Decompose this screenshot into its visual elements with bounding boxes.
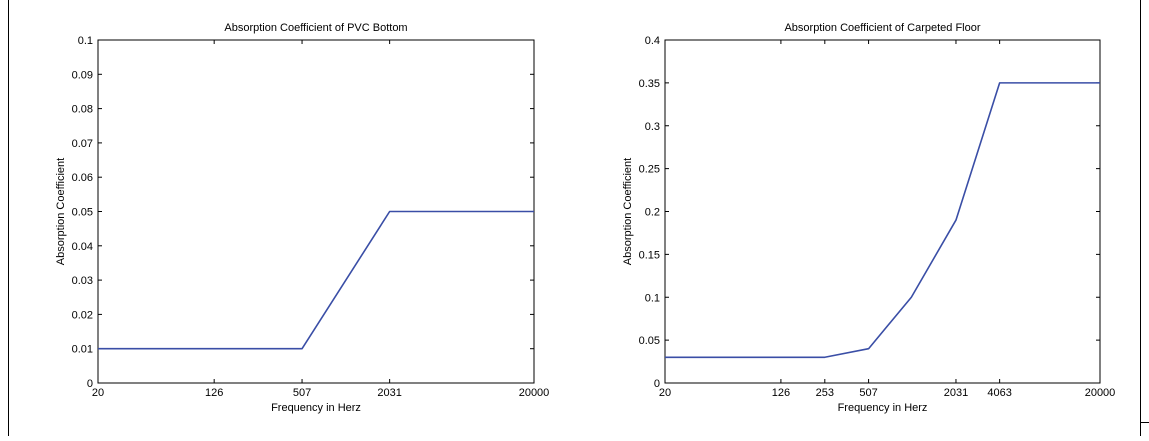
x-tick-label: 4063 [987,387,1011,399]
y-tick-label: 0.08 [72,104,93,116]
chart-2: Absorption Coefficient of Carpeted Floor… [622,22,1115,414]
y-tick-label: 0.05 [639,335,660,347]
y-tick-label: 0.02 [72,309,93,321]
y-tick-label: 0.01 [72,344,93,356]
y-tick-label: 0.2 [645,207,660,219]
x-axis-label: Frequency in Herz [271,402,361,414]
y-tick-label: 0 [654,378,660,390]
series-line-1 [665,82,1100,359]
y-tick-label: 0.04 [72,241,93,253]
chart-title: Absorption Coefficient of PVC Bottom [224,22,407,34]
x-tick-label: 2031 [377,387,401,399]
y-tick-label: 0.4 [645,35,660,47]
x-tick-label: 20000 [1085,387,1116,399]
y-tick-label: 0.3 [645,121,660,133]
x-tick-label: 2031 [944,387,968,399]
y-tick-label: 0.06 [72,172,93,184]
series-line-1 [98,210,534,350]
y-tick-label: 0.1 [78,35,93,47]
x-tick-label: 20000 [519,387,550,399]
x-tick-label: 126 [772,387,790,399]
y-axis-label: Absorption Coefficient [55,158,67,265]
y-tick-label: 0.05 [72,207,93,219]
y-tick-label: 0.35 [639,78,660,90]
x-tick-label: 126 [205,387,223,399]
y-tick-label: 0.09 [72,69,93,81]
y-tick-label: 0.03 [72,275,93,287]
y-tick-label: 0.25 [639,164,660,176]
frame-right-border [1140,0,1141,436]
x-tick-label: 253 [816,387,834,399]
y-tick-label: 0.15 [639,249,660,261]
frame-left-border [8,0,9,436]
x-tick-label: 507 [859,387,877,399]
chart-title: Absorption Coefficient of Carpeted Floor [784,22,980,34]
y-tick-label: 0 [87,378,93,390]
x-tick-label: 20 [659,387,671,399]
y-tick-label: 0.1 [645,292,660,304]
frame-bottom-border [1140,422,1149,423]
x-axis-label: Frequency in Herz [838,402,928,414]
chart-1: Absorption Coefficient of PVC Bottom Freq… [55,22,549,414]
y-axis-label: Absorption Coefficient [622,158,634,265]
x-tick-label: 507 [293,387,311,399]
x-tick-label: 20 [92,387,104,399]
y-tick-label: 0.07 [72,138,93,150]
